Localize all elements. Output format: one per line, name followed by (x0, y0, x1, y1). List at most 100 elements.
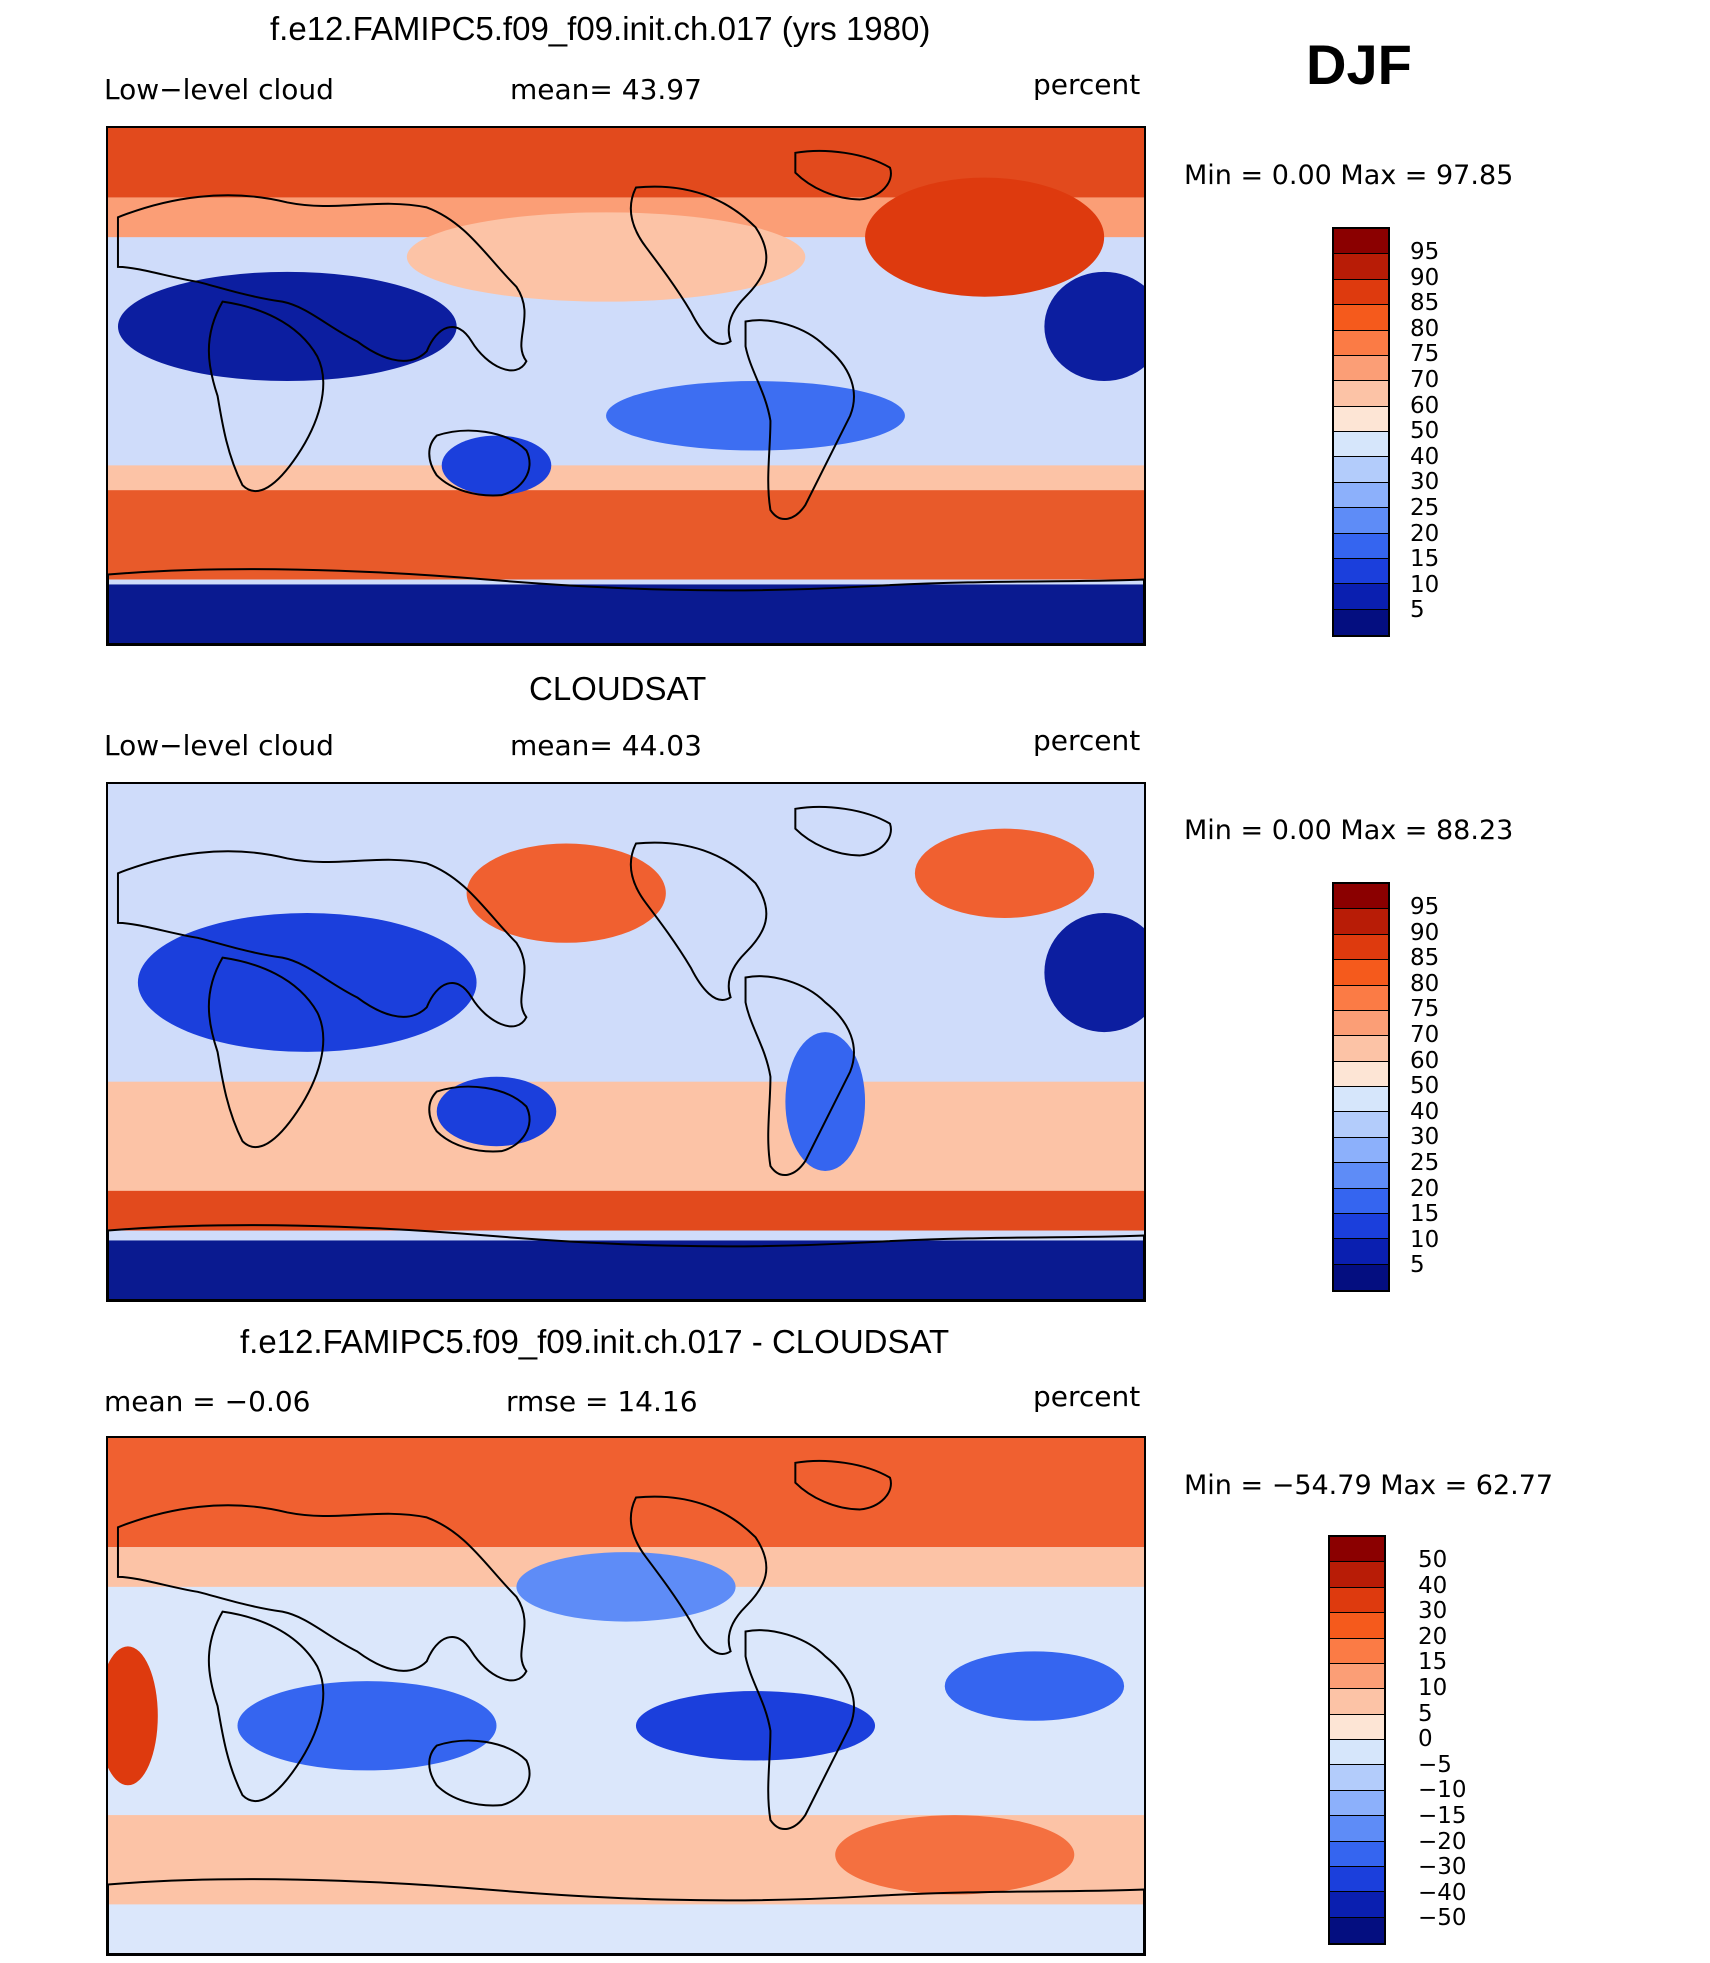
colorbar-swatch (1334, 482, 1388, 509)
colorbar-tick-label: 90 (1410, 919, 1440, 946)
colorbar-swatch (1334, 381, 1388, 407)
colorbar-swatch (1334, 884, 1388, 910)
colorbar-swatch (1330, 1917, 1384, 1943)
panel2-colorbar-labels: 95 90 85 80 75 70 60 50 40 30 25 20 15 10 5 (1410, 894, 1440, 1279)
colorbar-tick-label: 70 (1410, 366, 1440, 393)
colorbar-tick-label: 75 (1410, 996, 1440, 1023)
colorbar-tick-label: 30 (1410, 469, 1440, 496)
colorbar-swatch (1334, 457, 1388, 483)
colorbar-swatch (1334, 909, 1388, 935)
colorbar-swatch (1334, 254, 1388, 280)
colorbar-tick-label: −15 (1418, 1802, 1467, 1829)
colorbar-tick-label: 80 (1410, 970, 1440, 997)
colorbar-tick-label: 25 (1410, 494, 1440, 521)
panel3-minmax: Min = −54.79 Max = 62.77 (1184, 1470, 1554, 1501)
panel2-mean-label: mean= 44.03 (510, 729, 702, 762)
colorbar-tick-label: 10 (1418, 1674, 1448, 1701)
colorbar-tick-label: 5 (1410, 1252, 1425, 1279)
colorbar-swatch (1334, 330, 1388, 356)
colorbar-swatch (1330, 1613, 1384, 1639)
colorbar-tick-label: 15 (1410, 546, 1440, 573)
colorbar-swatch (1334, 1239, 1388, 1265)
colorbar-swatch (1330, 1663, 1384, 1690)
panel2-variable-label: Low−level cloud (104, 729, 334, 762)
colorbar-swatch (1334, 609, 1388, 635)
panel1-minmax: Min = 0.00 Max = 97.85 (1184, 160, 1514, 191)
panel3-map (106, 1436, 1146, 1956)
colorbar-tick-label: −10 (1418, 1777, 1467, 1804)
colorbar-swatch (1330, 1841, 1384, 1867)
colorbar-tick-label: 85 (1410, 290, 1440, 317)
colorbar-tick-label: 75 (1410, 341, 1440, 368)
colorbar-swatch (1334, 1264, 1388, 1290)
colorbar-tick-label: −5 (1418, 1751, 1452, 1778)
colorbar-swatch (1334, 584, 1388, 610)
colorbar-tick-label: 10 (1410, 1226, 1440, 1253)
colorbar-swatch (1330, 1689, 1384, 1715)
colorbar-swatch (1334, 1087, 1388, 1113)
colorbar-tick-label: −40 (1418, 1879, 1467, 1906)
colorbar-swatch (1330, 1765, 1384, 1791)
colorbar-tick-label: 50 (1418, 1547, 1448, 1573)
colorbar-tick-label: −20 (1418, 1828, 1467, 1855)
colorbar-tick-label: 0 (1418, 1726, 1433, 1753)
panel2-colorbar (1332, 882, 1390, 1292)
colorbar-swatch (1334, 305, 1388, 331)
colorbar-swatch (1330, 1714, 1384, 1740)
colorbar-tick-label: 20 (1410, 1175, 1440, 1202)
panel3-units-label: percent (1033, 1380, 1141, 1413)
panel3-title: f.e12.FAMIPC5.f09_f09.init.ch.017 - CLOU… (240, 1323, 950, 1360)
panel2-title: CLOUDSAT (529, 670, 707, 707)
colorbar-tick-label: −50 (1418, 1905, 1467, 1932)
panel2-map (106, 782, 1146, 1302)
colorbar-swatch (1330, 1537, 1384, 1563)
colorbar-swatch (1334, 1112, 1388, 1138)
colorbar-swatch (1334, 1213, 1388, 1240)
colorbar-tick-label: 60 (1410, 1047, 1440, 1074)
colorbar-tick-label: 40 (1410, 443, 1440, 470)
colorbar-swatch (1330, 1562, 1384, 1588)
colorbar-swatch (1330, 1816, 1384, 1842)
colorbar-tick-label: 60 (1410, 392, 1440, 419)
colorbar-swatch (1334, 1163, 1388, 1189)
colorbar-swatch (1334, 1010, 1388, 1037)
panel3-rmse-label: rmse = 14.16 (506, 1385, 698, 1418)
colorbar-swatch (1334, 229, 1388, 255)
colorbar-tick-label: 15 (1410, 1201, 1440, 1228)
panel1-title: f.e12.FAMIPC5.f09_f09.init.ch.017 (yrs 1… (270, 10, 931, 47)
panel3-colorbar (1328, 1535, 1386, 1945)
colorbar-tick-label: 70 (1410, 1021, 1440, 1048)
colorbar-tick-label: 85 (1410, 945, 1440, 972)
colorbar-swatch (1334, 279, 1388, 306)
colorbar-tick-label: 50 (1410, 418, 1440, 445)
colorbar-swatch (1330, 1587, 1384, 1614)
colorbar-swatch (1330, 1638, 1384, 1664)
colorbar-tick-label: 40 (1410, 1098, 1440, 1125)
panel3-mean-label: mean = −0.06 (104, 1385, 311, 1418)
colorbar-tick-label: 80 (1410, 315, 1440, 342)
panel1-map (106, 126, 1146, 646)
colorbar-swatch (1334, 934, 1388, 961)
colorbar-swatch (1334, 1137, 1388, 1164)
colorbar-swatch (1334, 355, 1388, 382)
colorbar-swatch (1334, 960, 1388, 986)
panel1-variable-label: Low−level cloud (104, 73, 334, 106)
colorbar-swatch (1334, 1036, 1388, 1062)
panel2-minmax: Min = 0.00 Max = 88.23 (1184, 815, 1514, 846)
colorbar-swatch (1330, 1866, 1384, 1893)
colorbar-swatch (1334, 1188, 1388, 1214)
colorbar-tick-label: −30 (1418, 1854, 1467, 1881)
panel1-mean-label: mean= 43.97 (510, 73, 702, 106)
colorbar-tick-label: 25 (1410, 1149, 1440, 1176)
colorbar-tick-label: 30 (1418, 1598, 1448, 1625)
colorbar-tick-label: 40 (1418, 1572, 1448, 1599)
colorbar-tick-label: 15 (1418, 1649, 1448, 1676)
colorbar-swatch (1330, 1892, 1384, 1918)
colorbar-tick-label: 50 (1410, 1073, 1440, 1100)
panel1-colorbar (1332, 227, 1390, 637)
colorbar-swatch (1334, 508, 1388, 534)
colorbar-tick-label: 95 (1410, 239, 1440, 265)
colorbar-tick-label: 10 (1410, 571, 1440, 598)
colorbar-swatch (1334, 406, 1388, 432)
colorbar-swatch (1334, 533, 1388, 559)
